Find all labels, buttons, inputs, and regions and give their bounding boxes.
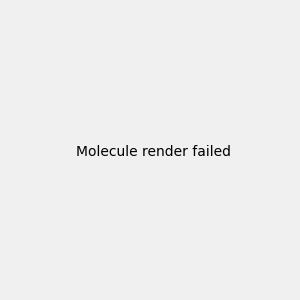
- Text: Molecule render failed: Molecule render failed: [76, 145, 231, 158]
